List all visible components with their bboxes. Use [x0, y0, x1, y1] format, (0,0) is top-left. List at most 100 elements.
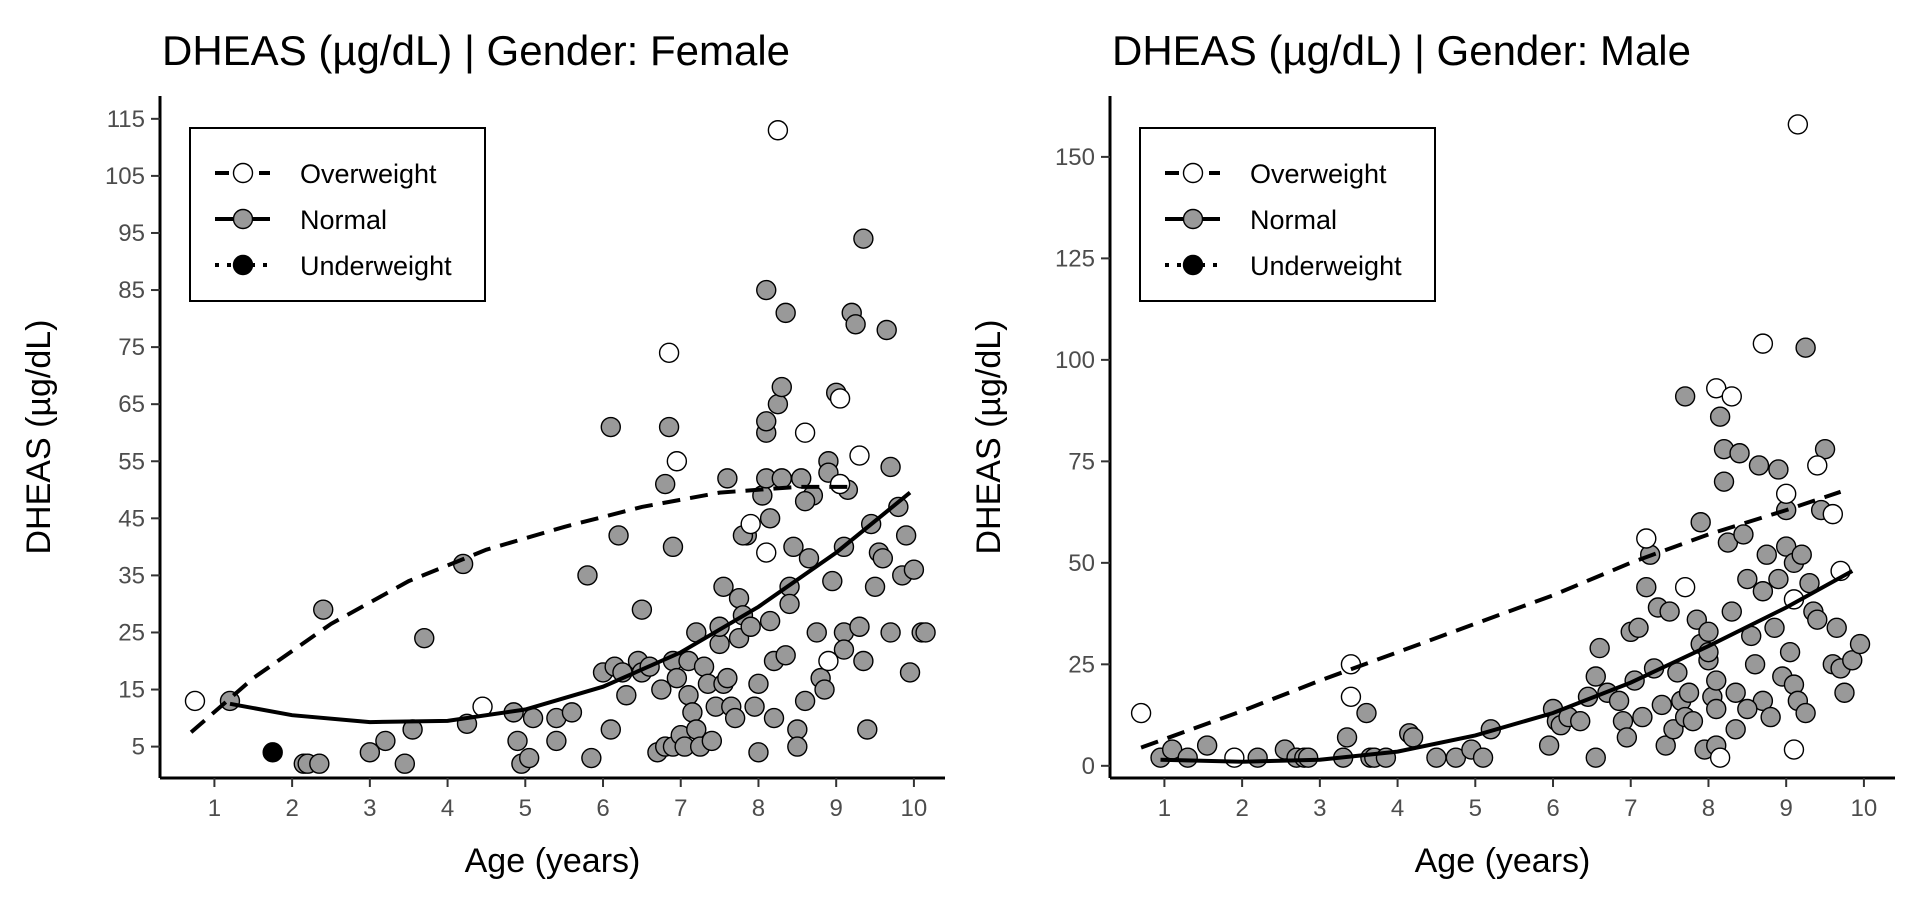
- y-tick-label: 125: [1055, 245, 1095, 272]
- y-tick-label: 15: [118, 677, 145, 704]
- data-point-normal: [1721, 601, 1742, 622]
- data-point-normal: [1698, 621, 1719, 643]
- y-tick-label: 55: [118, 448, 145, 475]
- data-point-normal: [767, 393, 789, 415]
- data-point-overweight: [1674, 577, 1696, 598]
- data-point-normal: [1402, 727, 1424, 748]
- data-point-normal: [1709, 406, 1731, 427]
- data-point-normal: [1585, 747, 1606, 768]
- chart-title: DHEAS (µg/dL) | Gender: Female: [162, 27, 790, 74]
- data-point-normal: [651, 679, 672, 700]
- data-point-normal: [522, 707, 544, 729]
- data-point-normal: [1472, 747, 1494, 768]
- data-point-overweight: [1721, 386, 1742, 407]
- y-tick-label: 45: [118, 505, 145, 532]
- data-point-normal: [779, 593, 800, 615]
- data-point-normal: [853, 228, 874, 249]
- data-point-normal: [775, 302, 796, 324]
- data-point-normal: [1678, 682, 1700, 703]
- y-tick-label: 50: [1068, 550, 1095, 577]
- data-point-normal: [1538, 735, 1560, 756]
- x-tick-label: 5: [1469, 795, 1482, 822]
- x-tick-label: 9: [830, 795, 843, 822]
- x-tick-label: 2: [285, 795, 298, 822]
- legend-marker-underweight: [232, 254, 254, 276]
- data-point-normal: [1177, 747, 1198, 768]
- data-point-normal: [783, 536, 804, 558]
- data-point-normal: [880, 622, 901, 643]
- data-point-normal: [1795, 702, 1816, 724]
- data-point-normal: [1682, 710, 1704, 732]
- data-point-normal: [666, 667, 688, 689]
- x-tick-label: 10: [1851, 795, 1878, 822]
- data-point-normal: [1725, 682, 1746, 703]
- fit-line-normal: [229, 491, 912, 725]
- data-point-normal: [771, 376, 792, 398]
- x-axis-label: Age (years): [1415, 842, 1591, 880]
- legend-label-overweight: Overweight: [300, 159, 437, 189]
- data-point-normal: [771, 468, 792, 489]
- data-point-normal: [1791, 544, 1812, 565]
- data-point-normal: [581, 747, 602, 769]
- data-point-overweight: [829, 473, 851, 495]
- data-point-normal: [888, 496, 909, 518]
- data-point-overweight: [1709, 747, 1731, 768]
- data-point-normal: [1795, 337, 1816, 358]
- x-tick-label: 4: [441, 795, 454, 822]
- data-point-normal: [1632, 706, 1653, 728]
- legend-label-normal: Normal: [1250, 205, 1337, 235]
- data-point-normal: [1768, 568, 1789, 590]
- y-tick-label: 25: [1068, 651, 1095, 678]
- data-point-overweight: [1340, 654, 1362, 675]
- data-point-overweight: [1340, 686, 1362, 708]
- data-point-normal: [1651, 694, 1673, 716]
- fit-line-overweight: [189, 484, 852, 734]
- legend-label-normal: Normal: [300, 205, 387, 235]
- y-tick-label: 85: [118, 277, 145, 304]
- data-point-normal: [375, 730, 396, 752]
- data-point-normal: [1667, 662, 1688, 683]
- data-point-normal: [1608, 690, 1630, 712]
- data-point-overweight: [1807, 455, 1828, 476]
- legend-label-overweight: Overweight: [1250, 159, 1387, 189]
- x-axis-label: Age (years): [465, 842, 641, 880]
- data-point-normal: [791, 468, 812, 489]
- y-tick-label: 0: [1082, 753, 1095, 780]
- data-point-normal: [915, 622, 936, 643]
- data-point-normal: [658, 416, 680, 438]
- data-point-normal: [1752, 581, 1774, 602]
- data-point-normal: [756, 279, 777, 301]
- legend: Overweight Normal Underweight: [189, 127, 486, 302]
- y-tick-label: 75: [118, 334, 145, 361]
- data-point-normal: [1589, 637, 1610, 659]
- y-tick-label: 65: [118, 391, 145, 418]
- data-point-normal: [518, 747, 540, 769]
- data-point-normal: [1733, 524, 1754, 545]
- data-point-normal: [1737, 698, 1758, 720]
- data-point-normal: [740, 616, 761, 637]
- data-point-normal: [1842, 650, 1863, 671]
- data-point-normal: [1713, 471, 1735, 492]
- data-point-normal: [1725, 719, 1746, 740]
- data-point-normal: [876, 319, 897, 341]
- data-point-overweight: [829, 388, 851, 409]
- x-tick-label: 6: [596, 795, 609, 822]
- data-point-normal: [1674, 386, 1696, 407]
- data-point-normal: [1690, 512, 1711, 533]
- y-tick-label: 5: [132, 734, 145, 761]
- data-point-normal: [775, 645, 796, 666]
- data-point-normal: [880, 456, 901, 478]
- data-point-normal: [1826, 617, 1847, 638]
- data-point-normal: [1744, 654, 1766, 675]
- data-point-normal: [1585, 666, 1606, 687]
- data-point-normal: [814, 679, 835, 700]
- data-point-overweight: [184, 690, 206, 712]
- legend: Overweight Normal Underweight: [1139, 127, 1436, 302]
- data-point-normal: [833, 639, 855, 660]
- data-point-normal: [849, 616, 870, 637]
- y-tick-label: 105: [105, 163, 145, 190]
- data-point-normal: [857, 719, 878, 740]
- data-point-normal: [1196, 735, 1218, 756]
- data-point-normal: [1706, 698, 1727, 720]
